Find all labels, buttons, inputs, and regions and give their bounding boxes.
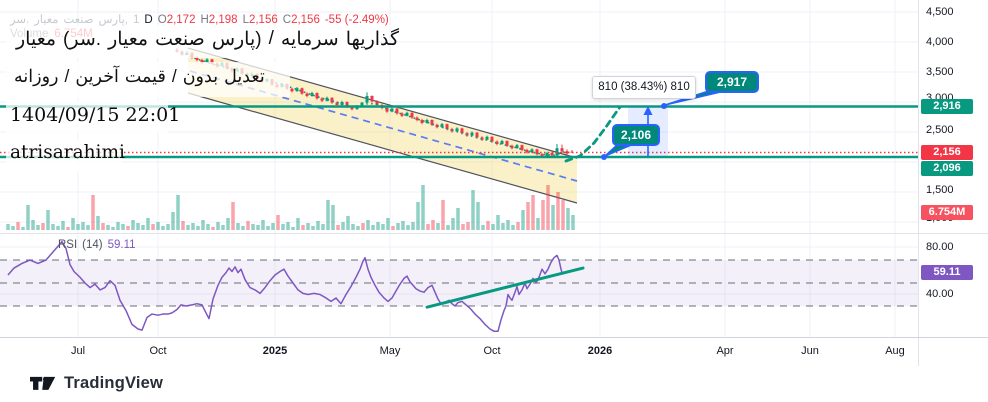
tradingview-logo[interactable]: TradingView bbox=[30, 372, 163, 394]
watermark-word: پارس) bbox=[211, 29, 262, 50]
watermark-fade-box bbox=[6, 101, 168, 133]
symbol-name-word: معيار bbox=[34, 14, 59, 26]
symbol-legend[interactable]: سر. معيار صنعت پارس, 1 D O2,172 H2,198 L… bbox=[10, 12, 389, 26]
symbol-name-word: پارس, bbox=[98, 14, 129, 26]
watermark-fade-box bbox=[6, 26, 372, 58]
callout-target-price[interactable]: 2,917 bbox=[705, 71, 759, 93]
close-value: 2,156 bbox=[291, 14, 320, 26]
time-label: May bbox=[379, 345, 401, 357]
watermark-word: معيار bbox=[16, 29, 57, 50]
close-label: C bbox=[282, 14, 292, 26]
rsi-tick: 80.00 bbox=[926, 241, 954, 253]
price-tick: 1,500 bbox=[926, 184, 954, 196]
time-label: Oct bbox=[149, 345, 167, 357]
rsi-value-badge: 59.11 bbox=[921, 265, 973, 280]
watermark-word: / bbox=[171, 66, 177, 86]
watermark-word: گذاريها bbox=[345, 29, 400, 50]
open-label: O bbox=[157, 14, 167, 26]
time-axis-separator[interactable] bbox=[0, 337, 988, 338]
watermark-word: (سر. bbox=[63, 29, 102, 50]
watermark-word: تعديل bbox=[224, 66, 265, 86]
time-label: Apr bbox=[716, 345, 734, 357]
watermark-word: بدون bbox=[182, 66, 219, 86]
watermark-word: قيمت bbox=[124, 66, 166, 86]
high-value: 2,198 bbox=[208, 14, 238, 26]
price-tick: 4,000 bbox=[926, 36, 954, 48]
price-tick: 4,500 bbox=[926, 6, 954, 18]
watermark-word: صنعت bbox=[155, 29, 205, 50]
change-value: -55 (-2.49%) bbox=[324, 14, 389, 26]
measure-tooltip: 810 (38.43%) 810 bbox=[592, 76, 696, 99]
watermark-word: روزانه bbox=[14, 66, 59, 86]
time-label: Jun bbox=[801, 345, 819, 357]
support-price-badge: 2,096 bbox=[921, 161, 973, 176]
interval-label: D bbox=[144, 14, 153, 26]
symbol-name-word: سر. bbox=[10, 14, 30, 26]
rsi-params: (14) bbox=[82, 239, 103, 251]
watermark-word: سرمايه bbox=[280, 29, 339, 50]
pane-separator[interactable] bbox=[0, 233, 988, 234]
rsi-name: RSI bbox=[58, 239, 78, 251]
rsi-tick: 40.00 bbox=[926, 288, 954, 300]
time-label: Oct bbox=[483, 345, 501, 357]
low-value: 2,156 bbox=[248, 14, 278, 26]
watermark-fade-box bbox=[6, 140, 122, 171]
last-price-badge: 2,156 bbox=[921, 145, 973, 160]
watermark-datetime: 1404/09/15 22:01 bbox=[10, 104, 181, 126]
watermark-word: / bbox=[64, 66, 70, 86]
price-tick: 2,500 bbox=[926, 124, 954, 136]
price-axis-separator[interactable] bbox=[918, 0, 919, 366]
time-label: Aug bbox=[885, 345, 905, 357]
time-label-year: 2026 bbox=[587, 345, 613, 357]
tradingview-logo-text: TradingView bbox=[64, 373, 164, 392]
volume-badge: 6.754M bbox=[921, 205, 973, 220]
callout-entry-price[interactable]: 2,106 bbox=[612, 124, 660, 146]
price-tick: 3,500 bbox=[926, 66, 954, 78]
open-value: 2,172 bbox=[166, 14, 196, 26]
watermark-subtitle: روزانه / آخرين قيمت / بدون تعديل bbox=[14, 66, 265, 87]
watermark-username: atrisarahimi bbox=[10, 142, 125, 163]
rsi-legend[interactable]: RSI (14) 59.11 bbox=[58, 239, 136, 251]
resistance-price-badge: 2,916 bbox=[921, 99, 973, 114]
symbol-name-word: صنعت bbox=[63, 14, 94, 26]
high-label: H bbox=[200, 14, 209, 26]
time-label-year: 2025 bbox=[262, 345, 288, 357]
symbol-name-word: 1 bbox=[133, 14, 140, 26]
watermark-fade-box bbox=[6, 62, 290, 97]
watermark-word: / bbox=[268, 28, 274, 49]
low-label: L bbox=[242, 14, 249, 26]
watermark-word: معيار bbox=[108, 29, 149, 50]
tradingview-logo-icon bbox=[30, 376, 56, 390]
watermark-word: آخرين bbox=[75, 66, 119, 86]
rsi-value: 59.11 bbox=[107, 239, 136, 251]
time-label: Jul bbox=[70, 345, 86, 357]
watermark-title: معيار (سر. معيار صنعت پارس) / سرمايه گذا… bbox=[16, 28, 399, 51]
